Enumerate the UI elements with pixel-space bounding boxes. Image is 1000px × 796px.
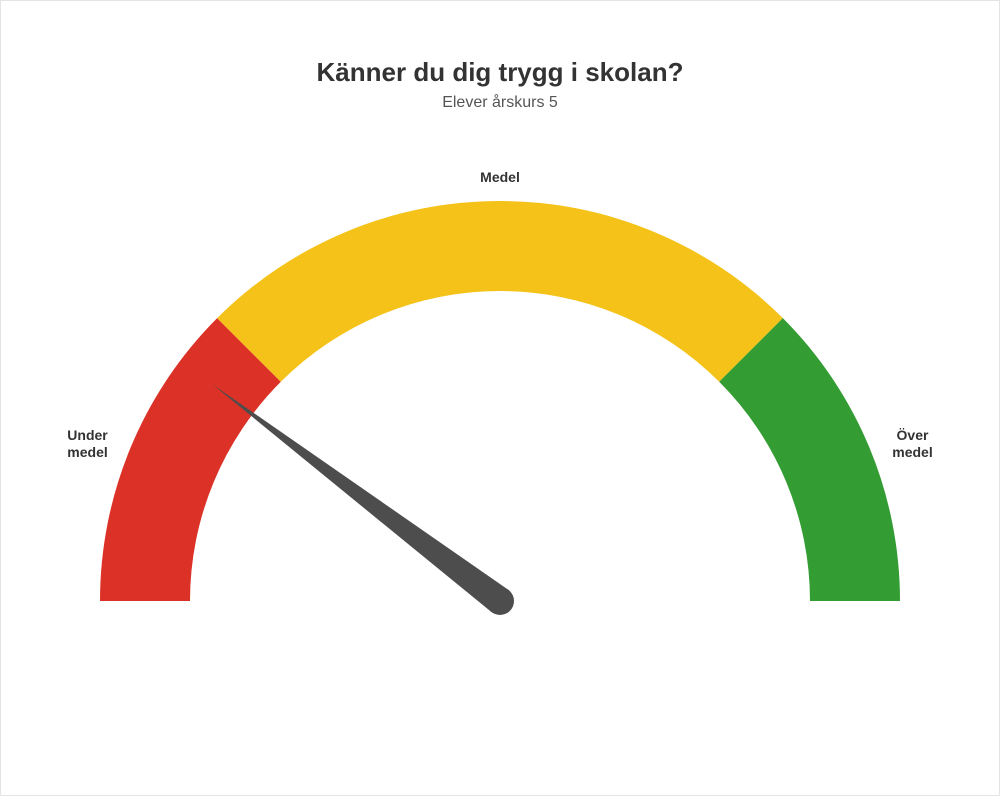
gauge-needle-hub (486, 587, 514, 615)
gauge-svg (60, 161, 940, 641)
chart-title: Känner du dig trygg i skolan? (1, 57, 999, 88)
gauge-needle (212, 384, 508, 612)
chart-subtitle: Elever årskurs 5 (1, 94, 999, 112)
gauge-chart: Under medel Medel Över medel (60, 161, 940, 641)
title-block: Känner du dig trygg i skolan? Elever års… (1, 57, 999, 112)
segment-label-under-medel: Under medel (60, 427, 116, 462)
gauge-segment-2 (719, 318, 900, 601)
segment-label-over-medel: Över medel (884, 427, 940, 462)
gauge-segment-0 (100, 318, 281, 601)
chart-frame: Känner du dig trygg i skolan? Elever års… (0, 0, 1000, 796)
segment-label-medel: Medel (450, 169, 550, 187)
gauge-segment-1 (217, 201, 783, 382)
